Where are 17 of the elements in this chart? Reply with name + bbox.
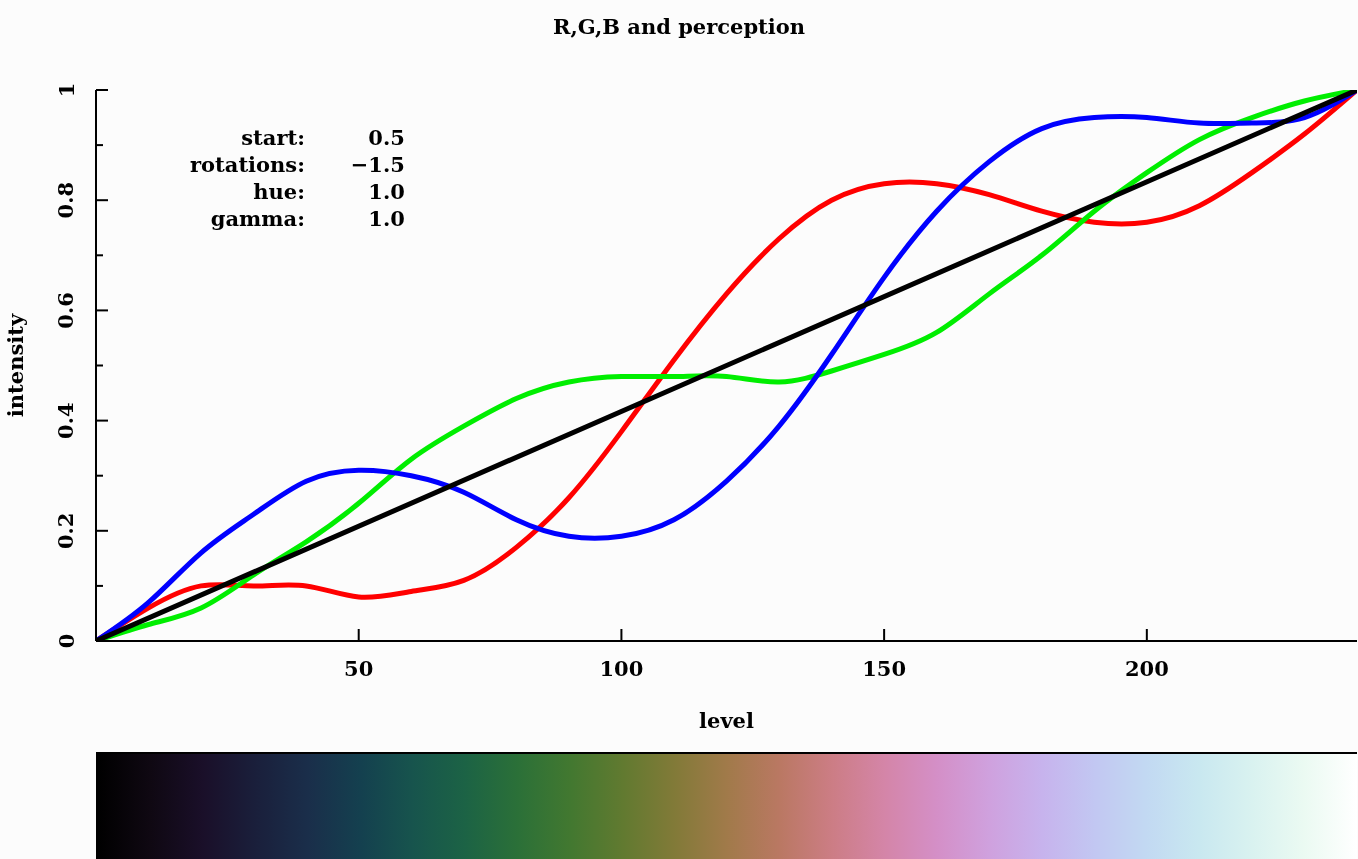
y-tick-label: 0 (53, 633, 79, 649)
y-axis-title: intensity (3, 313, 29, 418)
x-tick-label: 100 (599, 656, 644, 681)
y-tick-label: 0.6 (53, 292, 79, 329)
y-tick-label: 1 (53, 82, 79, 98)
y-tick-label: 0.2 (53, 512, 79, 550)
x-tick-label: 200 (1124, 656, 1169, 681)
x-tick-label: 50 (344, 656, 374, 681)
x-axis-title: level (698, 708, 755, 733)
text: gamma: 1.0 (210, 206, 405, 231)
y-tick-label: 0.4 (53, 402, 79, 439)
chart-title: R,G,B and perception (551, 14, 807, 39)
text: rotations: −1.5 (190, 152, 405, 177)
text: start: 0.5 (241, 125, 405, 150)
y-tick-label: 0.8 (53, 181, 79, 219)
x-tick-label: 150 (862, 656, 907, 681)
text: hue: 1.0 (253, 179, 405, 204)
